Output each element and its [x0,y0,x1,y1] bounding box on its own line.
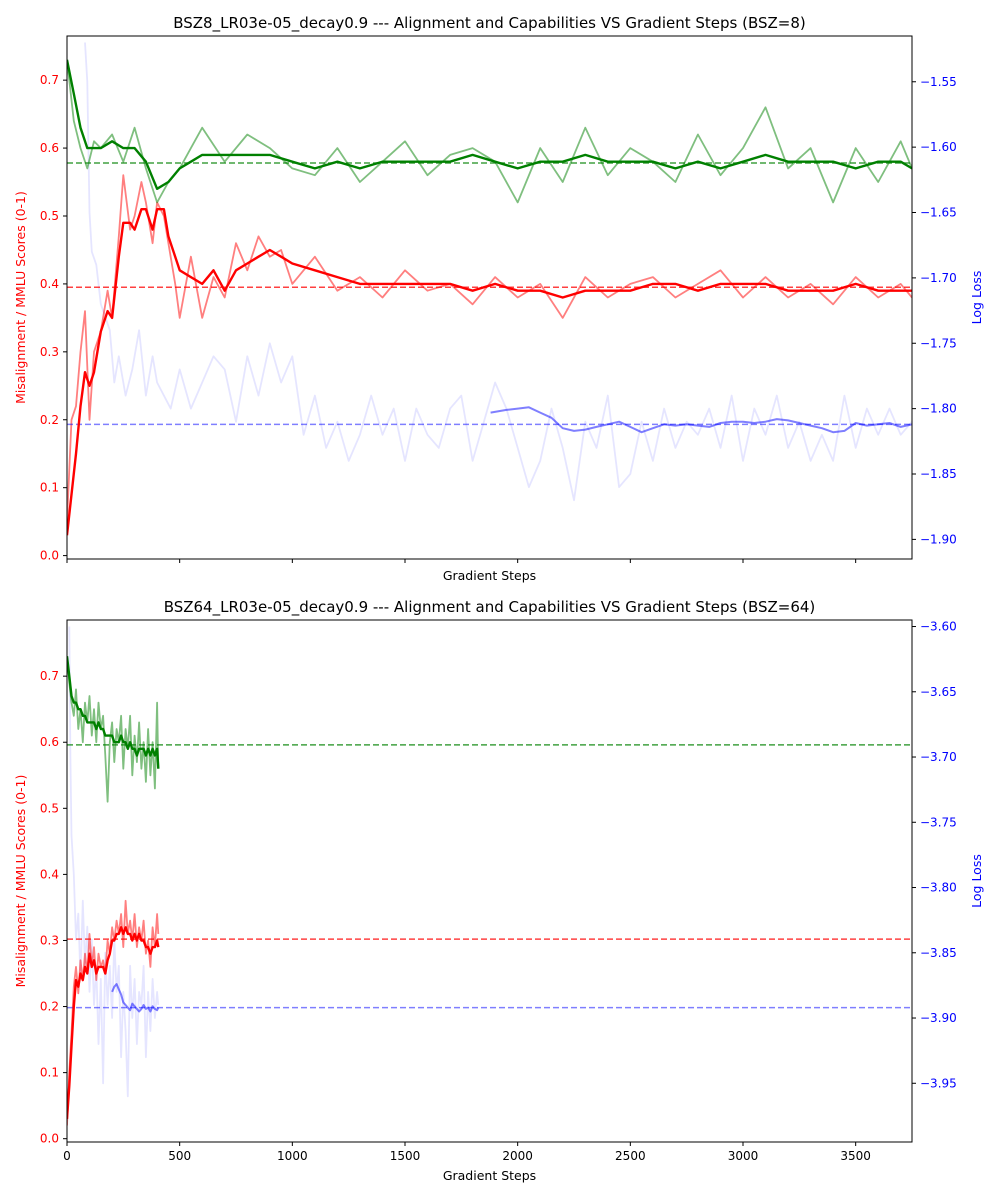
y-left-tick-label: 0.4 [40,867,59,881]
y-right-tick-label: −1.70 [920,271,957,285]
y-left-axis-label: Misalignment / MMLU Scores (0-1) [13,191,28,404]
y-left-axis-label: Misalignment / MMLU Scores (0-1) [13,775,28,988]
y-left-tick-label: 0.0 [40,1132,59,1146]
chart-1: 0.0 0.1 0.2 0.3 0.4 0.5 0.6 0.7 −1.90 −1.85 −1.80 −… [13,14,984,583]
y-right-tick-label: −3.60 [920,620,957,634]
x-tick-label: 2500 [615,1149,646,1163]
x-tick-label: 1000 [277,1149,308,1163]
y-left-tick-label: 0.1 [40,1066,59,1080]
y-right-tick-label: −3.75 [920,815,957,829]
loss-smooth-line [490,406,912,434]
y-right-tick-label: −3.80 [920,881,957,895]
x-tick-label: 3000 [728,1149,759,1163]
x-tick-label: 0 [63,1149,71,1163]
y-right-tick-label: −3.95 [920,1076,957,1090]
y-right-tick-label: −1.65 [920,206,957,220]
x-tick-label: 2000 [502,1149,533,1163]
y-right-tick-label: −3.65 [920,685,957,699]
mmlu-smooth-line [67,59,912,191]
plot-frame [66,35,913,560]
y-right-tick-label: −3.90 [920,1011,957,1025]
x-axis-label: Gradient Steps [443,568,536,583]
y-left-tick-label: 0.2 [40,1000,59,1014]
chart-title: BSZ64_LR03e-05_decay0.9 --- Alignment an… [164,598,816,617]
loss-smooth-line [111,983,160,1013]
y-right-tick-label: −1.85 [920,467,957,481]
y-right-tick-label: −3.85 [920,946,957,960]
misalignment-raw-line [67,174,912,522]
plot-area [67,626,912,1126]
y-left-tick-label: 0.5 [40,209,59,223]
y-right-tick-label: −1.90 [920,532,957,546]
y-left-tick-label: 0.3 [40,933,59,947]
plot-area [67,42,912,536]
chart-title: BSZ8_LR03e-05_decay0.9 --- Alignment and… [173,14,806,33]
x-tick-label: 1500 [390,1149,421,1163]
mmlu-smooth-line [67,656,160,769]
y-right-tick-label: −1.60 [920,140,957,154]
y-right-tick-label: −1.80 [920,402,957,416]
y-left-tick-label: 0.7 [40,669,59,683]
loss-raw-line [68,626,160,1098]
y-left-tick-label: 0.7 [40,73,59,87]
x-axis-label: Gradient Steps [443,1168,536,1183]
y-left-tick-label: 0.0 [40,549,59,563]
y-right-axis-label: Log Loss [969,271,984,325]
y-right-tick-label: −1.75 [920,336,957,350]
loss-raw-line [84,42,912,502]
x-tick-label: 3500 [840,1149,871,1163]
y-left-tick-label: 0.5 [40,801,59,815]
y-left-tick-label: 0.6 [40,141,59,155]
plot-frame [66,619,913,1143]
y-left-tick-label: 0.4 [40,277,59,291]
mmlu-raw-line [67,656,160,803]
mmlu-raw-line [67,59,912,204]
y-left-tick-label: 0.2 [40,413,59,427]
misalignment-smooth-line [67,207,912,536]
x-tick-label: 500 [168,1149,191,1163]
y-left-tick-label: 0.3 [40,345,59,359]
y-right-tick-label: −3.70 [920,750,957,764]
chart-2: 0 500 1000 1500 2000 2500 3000 3500 0.0 0.1 0.2 0.3… [13,598,984,1183]
y-left-tick-label: 0.1 [40,481,59,495]
y-right-axis-label: Log Loss [969,854,984,908]
misalignment-smooth-line [67,926,160,1119]
y-right-tick-label: −1.55 [920,75,957,89]
y-left-tick-label: 0.6 [40,735,59,749]
